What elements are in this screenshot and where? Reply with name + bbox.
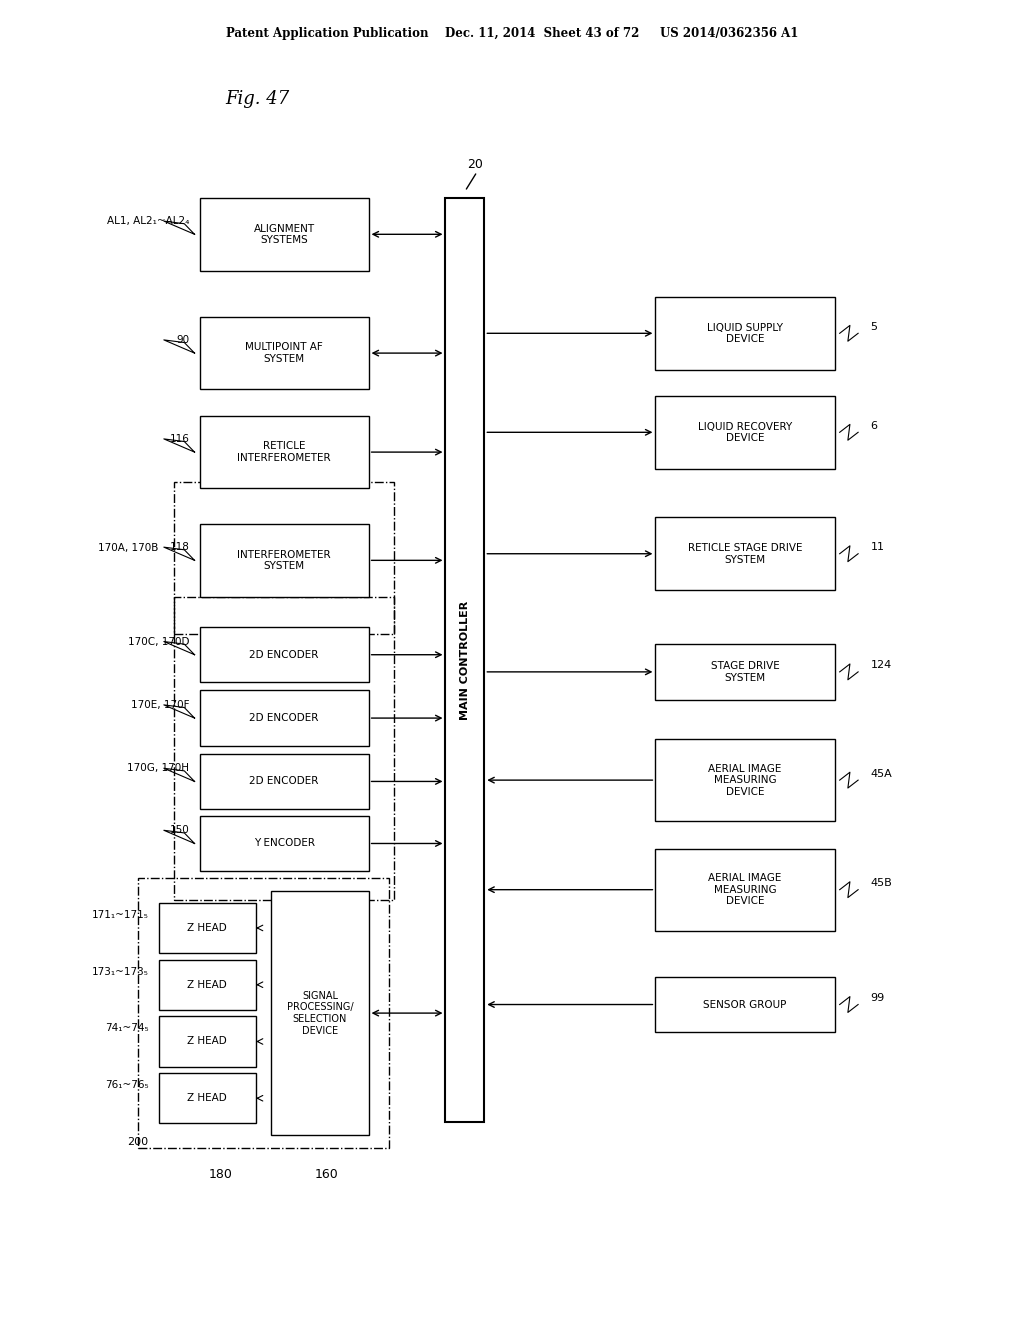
Text: 170E, 170F: 170E, 170F bbox=[131, 700, 189, 710]
Bar bbox=[200, 754, 369, 809]
Bar bbox=[200, 627, 369, 682]
Text: 45B: 45B bbox=[870, 878, 892, 888]
Text: 160: 160 bbox=[314, 1168, 338, 1181]
Text: 170G, 170H: 170G, 170H bbox=[127, 763, 189, 774]
Text: LIQUID RECOVERY
DEVICE: LIQUID RECOVERY DEVICE bbox=[697, 421, 793, 444]
Text: 180: 180 bbox=[209, 1168, 233, 1181]
Text: RETICLE
INTERFEROMETER: RETICLE INTERFEROMETER bbox=[238, 441, 331, 463]
Bar bbox=[655, 739, 835, 821]
Text: 5: 5 bbox=[870, 322, 878, 331]
Text: 150: 150 bbox=[170, 825, 189, 836]
Text: ALIGNMENT
SYSTEMS: ALIGNMENT SYSTEMS bbox=[254, 223, 314, 246]
Text: 171₁~171₅: 171₁~171₅ bbox=[91, 909, 148, 920]
Bar bbox=[655, 849, 835, 931]
Text: 124: 124 bbox=[870, 660, 892, 671]
Bar bbox=[174, 482, 394, 634]
Text: Z HEAD: Z HEAD bbox=[187, 1036, 227, 1047]
Text: 74₁~74₅: 74₁~74₅ bbox=[104, 1023, 148, 1034]
Text: RETICLE STAGE DRIVE
SYSTEM: RETICLE STAGE DRIVE SYSTEM bbox=[688, 543, 802, 565]
Text: SENSOR GROUP: SENSOR GROUP bbox=[703, 999, 786, 1010]
Text: SIGNAL
PROCESSING/
SELECTION
DEVICE: SIGNAL PROCESSING/ SELECTION DEVICE bbox=[287, 991, 353, 1035]
Text: 20: 20 bbox=[467, 158, 483, 172]
Text: 45A: 45A bbox=[870, 768, 892, 779]
Bar bbox=[200, 690, 369, 746]
Text: Z HEAD: Z HEAD bbox=[187, 923, 227, 933]
Text: 2D ENCODER: 2D ENCODER bbox=[250, 776, 318, 787]
Text: 200: 200 bbox=[127, 1137, 148, 1147]
Bar bbox=[159, 1016, 256, 1067]
Bar bbox=[655, 517, 835, 590]
Text: Z HEAD: Z HEAD bbox=[187, 979, 227, 990]
Bar bbox=[271, 891, 369, 1135]
Text: Y ENCODER: Y ENCODER bbox=[254, 838, 314, 849]
Bar bbox=[174, 597, 394, 900]
Text: 99: 99 bbox=[870, 993, 885, 1003]
Text: 6: 6 bbox=[870, 421, 878, 430]
Bar bbox=[200, 198, 369, 271]
Bar bbox=[159, 960, 256, 1010]
Text: INTERFEROMETER
SYSTEM: INTERFEROMETER SYSTEM bbox=[238, 549, 331, 572]
Text: 11: 11 bbox=[870, 543, 885, 552]
Bar bbox=[655, 297, 835, 370]
Text: STAGE DRIVE
SYSTEM: STAGE DRIVE SYSTEM bbox=[711, 661, 779, 682]
Text: Patent Application Publication    Dec. 11, 2014  Sheet 43 of 72     US 2014/0362: Patent Application Publication Dec. 11, … bbox=[226, 26, 798, 40]
Text: Z HEAD: Z HEAD bbox=[187, 1093, 227, 1104]
Bar bbox=[445, 198, 484, 1122]
Text: Fig. 47: Fig. 47 bbox=[225, 90, 290, 108]
Bar bbox=[159, 903, 256, 953]
Text: 2D ENCODER: 2D ENCODER bbox=[250, 713, 318, 723]
Bar bbox=[655, 977, 835, 1032]
Bar bbox=[655, 644, 835, 700]
Text: 118: 118 bbox=[170, 543, 189, 552]
Bar bbox=[138, 878, 389, 1148]
Text: MAIN CONTROLLER: MAIN CONTROLLER bbox=[460, 601, 470, 719]
Text: 76₁~76₅: 76₁~76₅ bbox=[104, 1080, 148, 1090]
Text: 116: 116 bbox=[170, 434, 189, 444]
Text: 90: 90 bbox=[176, 335, 189, 345]
Bar bbox=[200, 816, 369, 871]
Bar bbox=[200, 524, 369, 597]
Text: 170A, 170B: 170A, 170B bbox=[98, 543, 159, 553]
Bar bbox=[200, 416, 369, 488]
Text: AL1, AL2₁~AL2₄: AL1, AL2₁~AL2₄ bbox=[108, 216, 189, 226]
Text: LIQUID SUPPLY
DEVICE: LIQUID SUPPLY DEVICE bbox=[707, 322, 783, 345]
Text: AERIAL IMAGE
MEASURING
DEVICE: AERIAL IMAGE MEASURING DEVICE bbox=[709, 873, 781, 907]
Text: 170C, 170D: 170C, 170D bbox=[128, 636, 189, 647]
Text: 173₁~173₅: 173₁~173₅ bbox=[91, 966, 148, 977]
Text: AERIAL IMAGE
MEASURING
DEVICE: AERIAL IMAGE MEASURING DEVICE bbox=[709, 763, 781, 797]
Bar bbox=[655, 396, 835, 469]
Bar bbox=[159, 1073, 256, 1123]
Text: MULTIPOINT AF
SYSTEM: MULTIPOINT AF SYSTEM bbox=[246, 342, 323, 364]
Bar bbox=[200, 317, 369, 389]
Text: 2D ENCODER: 2D ENCODER bbox=[250, 649, 318, 660]
